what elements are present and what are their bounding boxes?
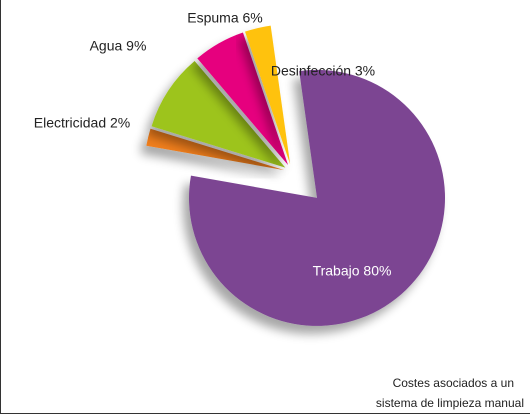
pie-slice: [146, 128, 285, 171]
slice-label: Electricidad 2%: [34, 115, 131, 131]
slice-label: Trabajo 80%: [313, 263, 392, 279]
slice-label: Espuma 6%: [187, 10, 262, 26]
note: sistema de limpieza manual: [376, 396, 524, 410]
pie-slice: [245, 25, 291, 165]
pie-slice: [151, 60, 286, 168]
slice-label: Desinfección 3%: [271, 63, 375, 79]
pie-slice: [189, 69, 446, 326]
slice-label: Agua 9%: [90, 38, 147, 54]
pie-slice: [197, 32, 289, 166]
note: Costes asociados a un: [393, 376, 514, 390]
